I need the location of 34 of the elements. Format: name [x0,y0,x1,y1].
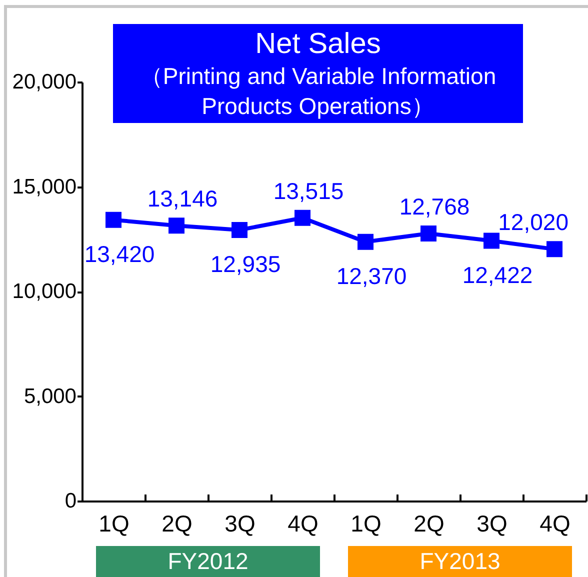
y-tick-label: 15,000 [12,175,76,198]
data-label: 12,020 [498,209,568,236]
chart-title: Net Sales [254,27,382,61]
year-tab: FY2012 [96,546,320,577]
data-label: 13,420 [84,240,155,267]
data-label: 12,422 [462,262,533,288]
y-tick-label: 0 [64,490,76,512]
x-tick-label: 3Q [224,510,256,536]
x-tick-label: 2Q [162,510,192,536]
point [232,222,248,238]
y-tick-label: 20,000 [12,70,76,94]
point [168,218,184,234]
data-label: 12,935 [210,251,281,278]
x-tick-label: 3Q [476,510,508,536]
point [106,212,122,228]
x-tick-label: 2Q [414,510,444,536]
x-tick-label: 4Q [540,510,570,536]
data-label: 12,768 [399,194,470,220]
y-tick-label: 10,000 [12,280,76,303]
point [420,226,436,242]
x-tick-label: 1Q [98,510,130,536]
x-tick-label: 4Q [288,510,318,536]
point [358,234,374,250]
data-label: 13,515 [273,178,344,204]
point [294,210,310,226]
data-label: 13,146 [147,186,218,212]
x-tick-label: 1Q [350,510,382,536]
chart-subtitle: （Printing and Variable Information Products Operations） [138,62,498,121]
point [546,241,562,258]
title-banner: Net Sales （Printing and Variable Information Products Operations） [113,24,523,123]
year-tab: FY2013 [348,546,572,577]
data-label: 12,370 [336,262,407,289]
y-tick-label: 5,000 [24,384,76,408]
point [484,232,500,249]
